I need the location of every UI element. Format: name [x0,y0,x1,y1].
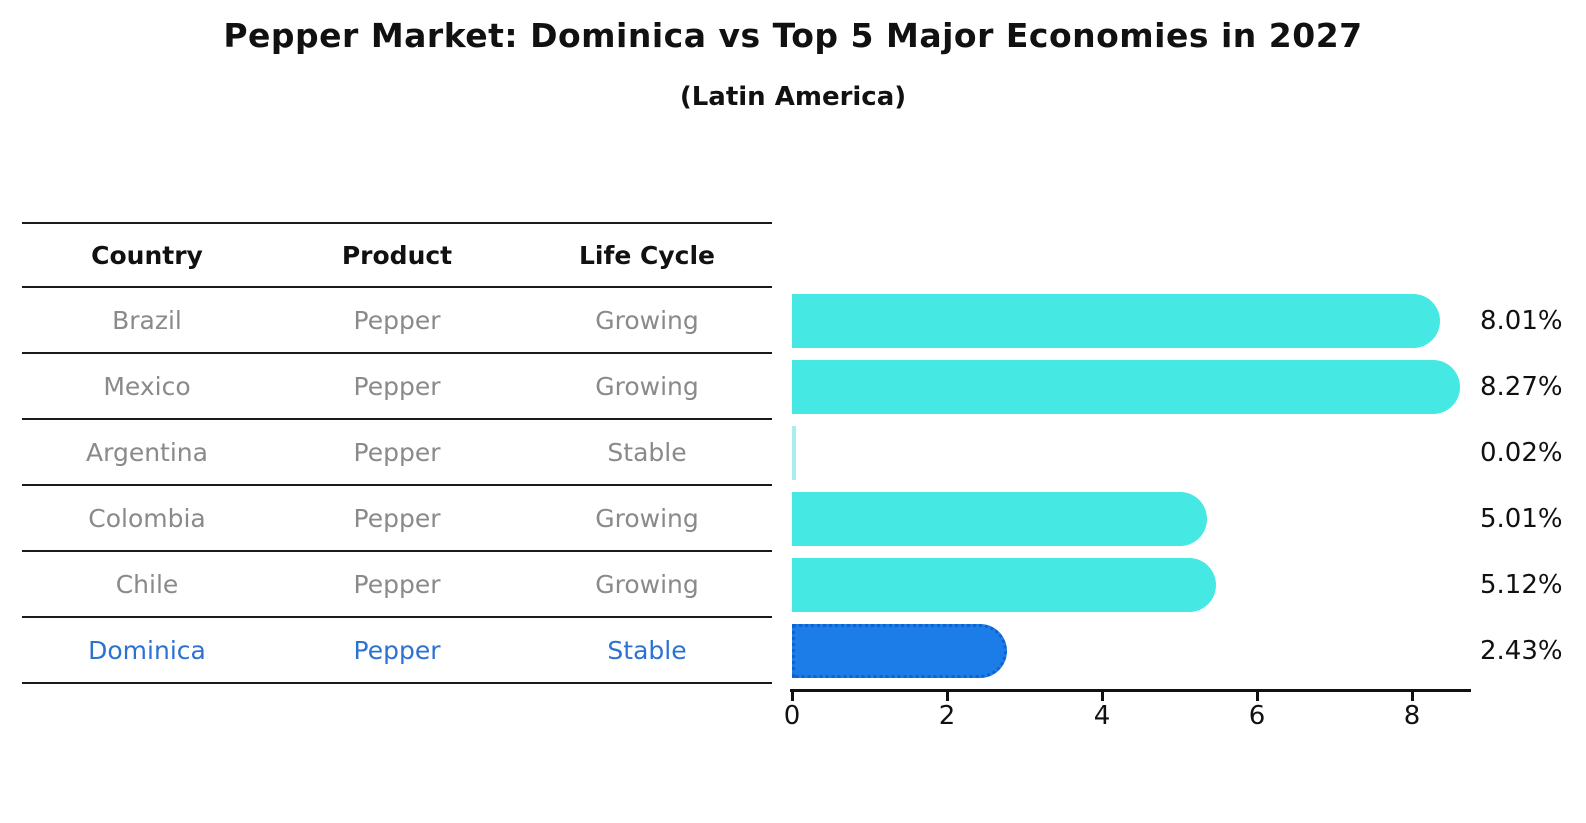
bar-brazil [792,294,1440,348]
bar-row [792,552,1472,618]
cell-life-cycle: Growing [595,569,699,599]
x-tick-label: 8 [1403,701,1421,731]
table-row: Brazil Pepper Growing [22,288,772,354]
x-tick-mark [791,692,794,701]
bar-colombia [792,492,1208,546]
bar-row [792,354,1472,420]
cell-country: Mexico [103,371,191,401]
x-axis-line [790,689,1471,692]
table-header-row: Country Product Life Cycle [22,222,772,288]
cell-country: Colombia [88,503,206,533]
x-tick-mark [946,692,949,701]
bar-argentina [792,426,796,480]
value-label: 5.01% [1480,504,1563,534]
x-tick-label: 0 [783,701,801,731]
x-tick-mark [1101,692,1104,701]
value-label: 8.01% [1480,306,1563,336]
cell-country: Argentina [86,437,208,467]
x-tick-label: 6 [1248,701,1266,731]
cell-product: Pepper [353,569,441,599]
bar-row [792,618,1472,684]
cell-life-cycle: Stable [607,437,687,467]
cell-product: Pepper [353,503,441,533]
cell-country: Chile [115,569,179,599]
table-row: Chile Pepper Growing [22,552,772,618]
table-row: Dominica Pepper Stable [22,618,772,684]
cell-life-cycle: Stable [607,635,687,665]
value-label: 8.27% [1480,372,1563,402]
bar-row [792,420,1472,486]
bar-plot [792,288,1472,684]
x-tick-label: 2 [938,701,956,731]
chart-subtitle: (Latin America) [679,82,907,112]
cell-product: Pepper [353,635,441,665]
table-row: Argentina Pepper Stable [22,420,772,486]
value-label: 2.43% [1480,636,1563,666]
value-label: 5.12% [1480,570,1563,600]
bar-row [792,486,1472,552]
x-tick-label: 4 [1093,701,1111,731]
cell-country: Dominica [88,635,206,665]
value-label: 0.02% [1480,438,1563,468]
chart-title: Pepper Market: Dominica vs Top 5 Major E… [223,16,1363,55]
bar-mexico [792,360,1460,414]
bar-dominica [792,624,1008,678]
table-body: Brazil Pepper Growing Mexico Pepper Growing Ar… [22,288,772,684]
x-tick-mark [1411,692,1414,701]
table-row: Colombia Pepper Growing [22,486,772,552]
cell-product: Pepper [353,437,441,467]
header-product: Product [341,240,453,270]
cell-product: Pepper [353,371,441,401]
country-table: Country Product Life Cycle Brazil Pepper G… [22,222,772,684]
x-tick-mark [1256,692,1259,701]
table-row: Mexico Pepper Growing [22,354,772,420]
cell-country: Brazil [112,305,182,335]
header-life-cycle: Life Cycle [578,240,716,270]
header-country: Country [91,240,203,270]
bar-chile [792,558,1216,612]
bar-row [792,288,1472,354]
cell-product: Pepper [353,305,441,335]
cell-life-cycle: Growing [595,503,699,533]
cell-life-cycle: Growing [595,371,699,401]
cell-life-cycle: Growing [595,305,699,335]
